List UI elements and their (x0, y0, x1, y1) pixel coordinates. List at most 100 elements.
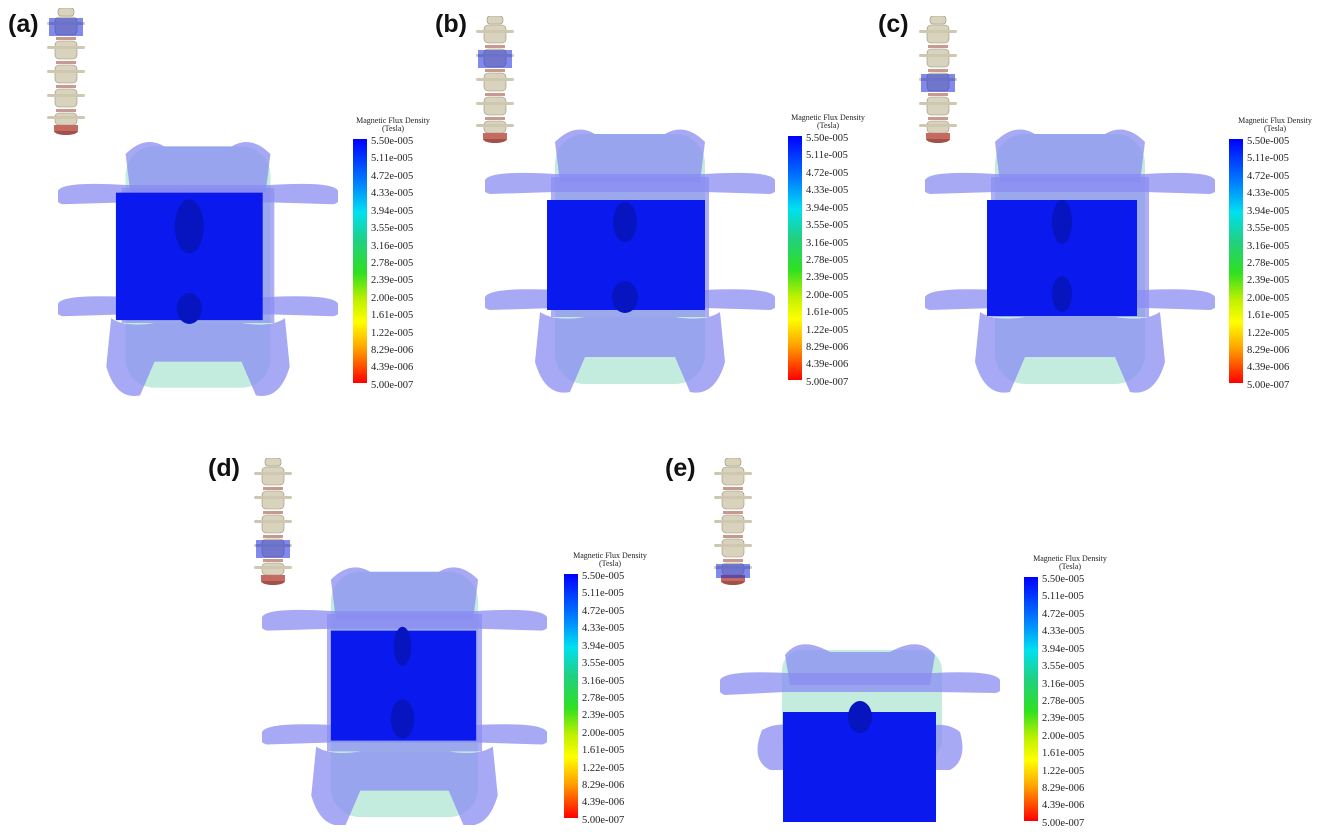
legend-tick: 4.39e-006 (1042, 797, 1084, 814)
legend-colorbar (788, 136, 802, 380)
legend-tick: 3.16e-005 (371, 238, 413, 255)
legend-tick: 5.00e-007 (582, 812, 624, 829)
legend-colorbar (1024, 577, 1038, 821)
legend-tick: 2.78e-005 (582, 690, 624, 707)
legend-tick: 3.94e-005 (582, 638, 624, 655)
vertebra-model (262, 560, 547, 825)
legend-tick: 4.72e-005 (1042, 606, 1084, 623)
vertebra-model (485, 122, 775, 402)
legend-tick: 3.94e-005 (371, 203, 413, 220)
legend-tick: 2.39e-005 (1042, 710, 1084, 727)
legend: Magnetic Flux Density (Tesla) 5.50e-005 5.… (345, 117, 435, 397)
legend-tick: 1.61e-005 (582, 742, 624, 759)
legend: Magnetic Flux Density (Tesla) 5.50e-005 5.… (1022, 555, 1112, 835)
legend-tick: 1.61e-005 (1042, 745, 1084, 762)
legend-unit: (Tesla) (599, 559, 621, 568)
legend-tick: 2.00e-005 (371, 290, 413, 307)
legend-tick: 2.78e-005 (371, 255, 413, 272)
legend-tick: 5.11e-005 (582, 585, 624, 602)
legend-tick: 5.50e-005 (806, 130, 848, 147)
legend-ticks: 5.50e-005 5.11e-005 4.72e-005 4.33e-005 3.94… (371, 133, 413, 394)
legend-tick: 5.11e-005 (371, 150, 413, 167)
legend-ticks: 5.50e-005 5.11e-005 4.72e-005 4.33e-005 3.94… (806, 130, 848, 391)
legend-tick: 5.11e-005 (806, 147, 848, 164)
legend-tick: 1.61e-005 (1247, 307, 1289, 324)
legend-tick: 4.39e-006 (582, 794, 624, 811)
legend-tick: 1.22e-005 (1042, 763, 1084, 780)
legend-tick: 4.33e-005 (806, 182, 848, 199)
legend-tick: 4.33e-005 (1247, 185, 1289, 202)
panel-e: (e) Magnetic Flux Density (Tesla) 5.50e-0… (660, 440, 1120, 829)
legend-ticks: 5.50e-005 5.11e-005 4.72e-005 4.33e-005 3.94… (582, 568, 624, 829)
legend-tick: 2.39e-005 (582, 707, 624, 724)
legend-tick: 8.29e-006 (1042, 780, 1084, 797)
magnet-highlight (49, 18, 83, 36)
magnet-highlight (478, 50, 512, 68)
legend-tick: 5.11e-005 (1247, 150, 1289, 167)
panel-label: (e) (665, 454, 696, 483)
legend-tick: 5.50e-005 (1247, 133, 1289, 150)
spine-thumbnail (712, 458, 754, 586)
vertebra-model (720, 640, 1000, 825)
magnet-highlight (716, 564, 750, 578)
legend-tick: 2.78e-005 (806, 252, 848, 269)
spine-thumbnail (45, 8, 87, 136)
legend-tick: 2.78e-005 (1247, 255, 1289, 272)
legend-tick: 1.61e-005 (371, 307, 413, 324)
legend-tick: 5.50e-005 (582, 568, 624, 585)
magnet-highlight (256, 540, 290, 558)
legend-tick: 1.61e-005 (806, 304, 848, 321)
legend-tick: 5.11e-005 (1042, 588, 1084, 605)
legend-tick: 4.39e-006 (1247, 359, 1289, 376)
legend-tick: 4.33e-005 (1042, 623, 1084, 640)
legend-tick: 3.55e-005 (1247, 220, 1289, 237)
legend-tick: 3.94e-005 (1247, 203, 1289, 220)
legend-tick: 4.72e-005 (371, 168, 413, 185)
legend-tick: 3.94e-005 (806, 200, 848, 217)
legend-tick: 3.94e-005 (1042, 641, 1084, 658)
legend-unit: (Tesla) (1059, 562, 1081, 571)
legend-tick: 3.16e-005 (582, 673, 624, 690)
legend-tick: 2.39e-005 (1247, 272, 1289, 289)
legend-unit: (Tesla) (817, 121, 839, 130)
legend-tick: 8.29e-006 (806, 339, 848, 356)
legend-tick: 5.00e-007 (1247, 377, 1289, 394)
legend-tick: 2.39e-005 (371, 272, 413, 289)
legend: Magnetic Flux Density (Tesla) 5.50e-005 5.… (1227, 117, 1317, 397)
panel-c: (c) Magnetic Flux Density (Tesla) 5.50e-0… (870, 0, 1320, 410)
vertebra-model (925, 122, 1215, 397)
legend-tick: 4.72e-005 (806, 165, 848, 182)
legend-tick: 5.50e-005 (371, 133, 413, 150)
vertebra-model (58, 130, 338, 405)
legend-tick: 4.39e-006 (371, 359, 413, 376)
legend-unit: (Tesla) (1264, 124, 1286, 133)
legend-tick: 2.00e-005 (1042, 728, 1084, 745)
legend: Magnetic Flux Density (Tesla) 5.50e-005 5.… (780, 114, 870, 394)
legend-tick: 3.55e-005 (1042, 658, 1084, 675)
legend-tick: 8.29e-006 (1247, 342, 1289, 359)
legend-tick: 2.00e-005 (1247, 290, 1289, 307)
legend-tick: 4.33e-005 (582, 620, 624, 637)
legend-tick: 3.16e-005 (1042, 676, 1084, 693)
legend-tick: 2.78e-005 (1042, 693, 1084, 710)
legend-tick: 4.33e-005 (371, 185, 413, 202)
legend-colorbar (353, 139, 367, 383)
legend-tick: 5.00e-007 (806, 374, 848, 391)
legend-tick: 5.00e-007 (371, 377, 413, 394)
panel-label: (b) (435, 10, 467, 39)
legend-tick: 8.29e-006 (371, 342, 413, 359)
legend-tick: 5.50e-005 (1042, 571, 1084, 588)
legend-tick: 8.29e-006 (582, 777, 624, 794)
panel-d: (d) Magnetic Flux Density (Tesla) 5.50e-0… (200, 440, 640, 829)
legend: Magnetic Flux Density (Tesla) 5.50e-005 5.… (562, 552, 652, 832)
legend-tick: 3.16e-005 (1247, 238, 1289, 255)
legend-tick: 5.00e-007 (1042, 815, 1084, 832)
legend-tick: 1.22e-005 (582, 760, 624, 777)
legend-tick: 4.72e-005 (582, 603, 624, 620)
legend-tick: 3.55e-005 (371, 220, 413, 237)
legend-tick: 2.00e-005 (806, 287, 848, 304)
legend-unit: (Tesla) (382, 124, 404, 133)
legend-tick: 3.16e-005 (806, 235, 848, 252)
legend-tick: 4.39e-006 (806, 356, 848, 373)
legend-tick: 2.00e-005 (582, 725, 624, 742)
